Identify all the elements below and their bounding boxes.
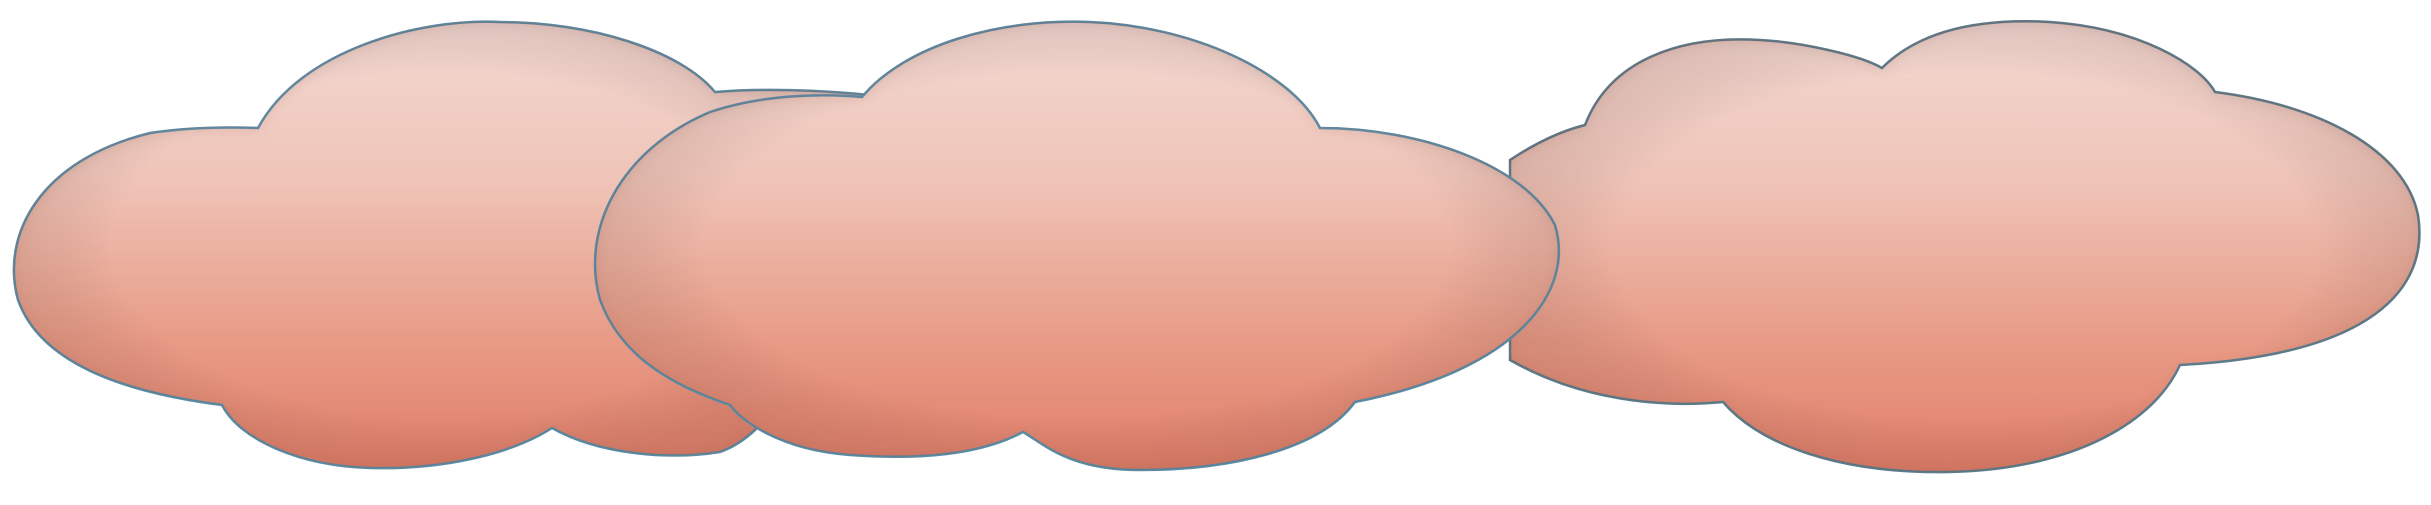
cloud-middle-rim-shade <box>595 22 1559 470</box>
cloud-right-rim-shade <box>1510 21 2419 472</box>
cloud-middle <box>595 22 1559 470</box>
cloud-right <box>1510 21 2419 472</box>
